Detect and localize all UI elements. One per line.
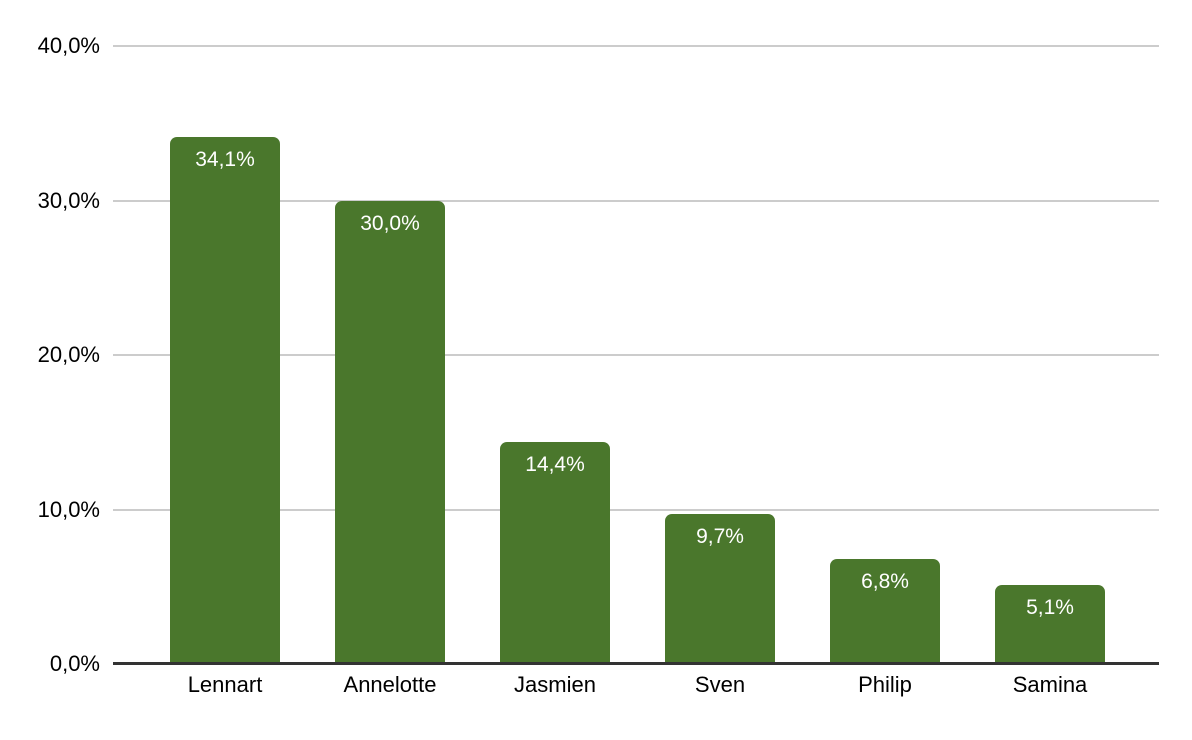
gridline: [113, 45, 1159, 47]
x-tick-label: Sven: [694, 672, 746, 697]
bar-value-label: 34,1%: [195, 148, 255, 172]
x-tick-label: Philip: [858, 672, 912, 697]
bar-value-label: 9,7%: [696, 525, 744, 549]
bar-value-label: 14,4%: [525, 452, 585, 476]
bar-value-label: 5,1%: [1026, 596, 1074, 620]
x-axis: Lennart Annelotte Jasmien Sven Philip Samina: [0, 672, 1192, 702]
bar-jasmien: 14,4%: [500, 441, 610, 664]
bar-value-label: 30,0%: [360, 211, 420, 235]
x-axis-baseline: [113, 662, 1159, 665]
gridline: [113, 508, 1159, 511]
bar-sven: 9,7%: [665, 514, 775, 664]
bar-samina: 5,1%: [995, 585, 1105, 664]
x-tick-label: Samina: [1012, 672, 1088, 697]
plot-area: 34,1% 30,0% 14,4% 9,7% 6,8% 5,1%: [113, 45, 1159, 665]
bar-philip: 6,8%: [830, 558, 940, 664]
bar-annelotte: 30,0%: [335, 200, 445, 664]
y-tick-label: 0,0%: [49, 651, 100, 676]
y-tick-label: 10,0%: [37, 496, 100, 522]
y-tick-label: 30,0%: [37, 187, 100, 213]
x-tick-label: Lennart: [187, 672, 263, 697]
x-tick-label: Jasmien: [514, 672, 596, 697]
bar-value-label: 6,8%: [861, 569, 909, 593]
y-tick-label: 40,0%: [37, 33, 100, 58]
y-tick-label: 20,0%: [37, 342, 100, 367]
bar-lennart: 34,1%: [170, 137, 280, 664]
y-axis: 0,0% 10,0% 20,0% 30,0% 40,0%: [0, 0, 100, 740]
gridline: [113, 199, 1159, 202]
x-tick-label: Annelotte: [343, 672, 437, 697]
gridline: [113, 354, 1159, 356]
